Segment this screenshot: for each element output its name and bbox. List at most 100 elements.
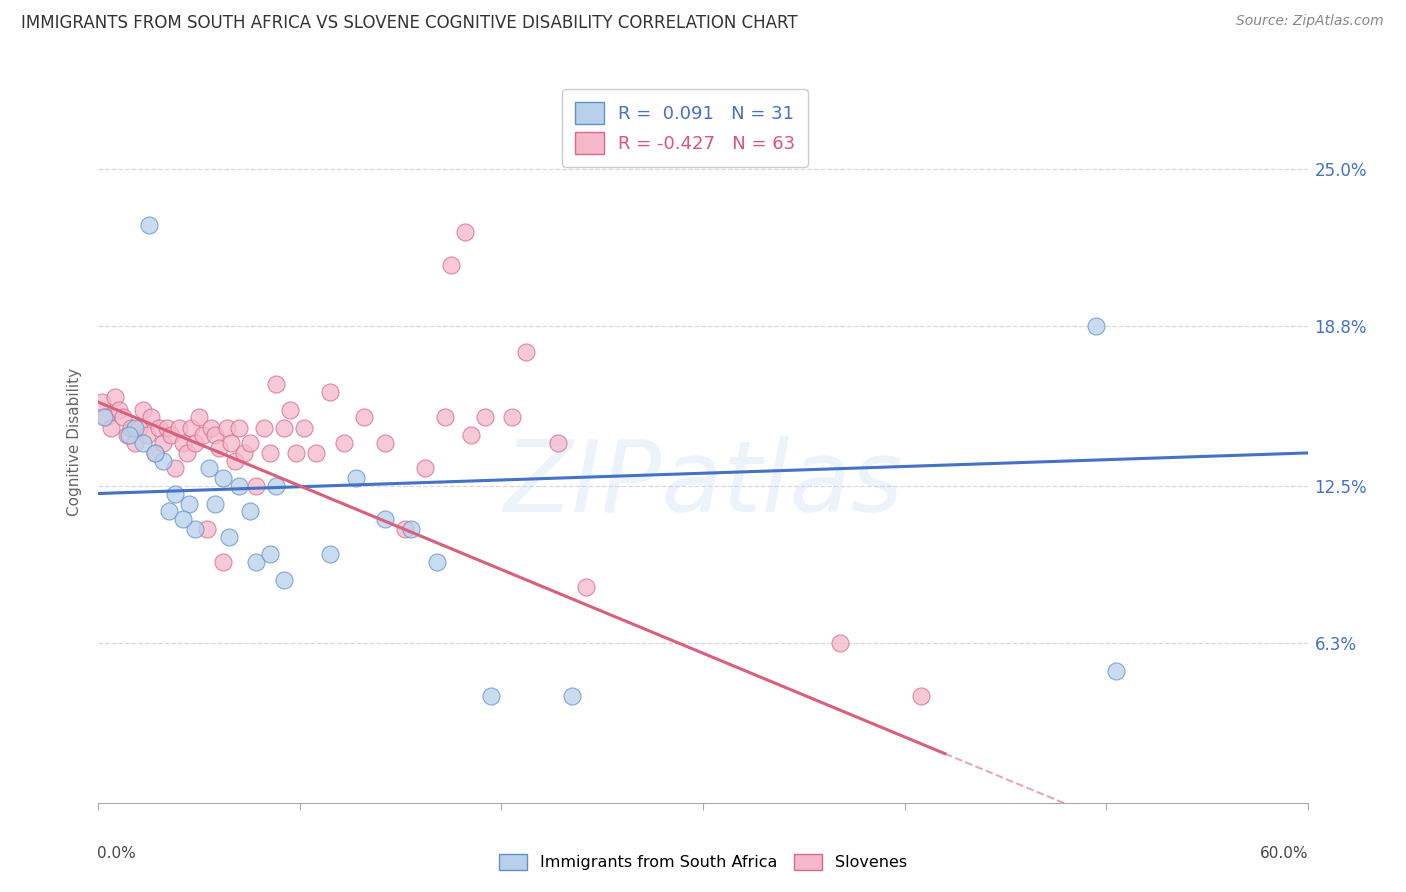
Text: IMMIGRANTS FROM SOUTH AFRICA VS SLOVENE COGNITIVE DISABILITY CORRELATION CHART: IMMIGRANTS FROM SOUTH AFRICA VS SLOVENE … [21,14,797,32]
Point [1105,664,1128,678]
Point [440,258,463,272]
Point [454,226,477,240]
Point [474,410,496,425]
Text: 0.0%: 0.0% [97,847,136,861]
Point [828,636,851,650]
Point [239,435,262,450]
Point [253,420,276,434]
Point [163,461,186,475]
Point [305,446,328,460]
Point [319,547,342,561]
Point [172,512,194,526]
Point [118,428,141,442]
Point [148,420,170,434]
Point [180,420,202,434]
Point [157,504,180,518]
Point [200,420,222,434]
Point [107,402,129,417]
Text: 60.0%: 60.0% [1260,847,1309,861]
Point [128,420,150,434]
Point [399,522,422,536]
Point [259,547,281,561]
Point [273,420,295,434]
Point [96,410,118,425]
Point [172,435,194,450]
Point [193,428,215,442]
Point [1085,319,1108,334]
Point [264,479,287,493]
Point [232,446,254,460]
Point [245,555,267,569]
Point [434,410,457,425]
Point [910,690,932,704]
Point [245,479,267,493]
Point [132,402,155,417]
Point [515,344,537,359]
Text: Source: ZipAtlas.com: Source: ZipAtlas.com [1236,14,1384,29]
Point [160,428,183,442]
Point [176,446,198,460]
Point [353,410,375,425]
Point [188,410,211,425]
Point [344,471,367,485]
Point [278,402,301,417]
Point [111,410,134,425]
Y-axis label: Cognitive Disability: Cognitive Disability [67,368,83,516]
Point [184,435,207,450]
Point [426,555,449,569]
Point [394,522,416,536]
Point [481,690,503,704]
Point [284,446,307,460]
Point [561,690,583,704]
Legend: Immigrants from South Africa, Slovenes: Immigrants from South Africa, Slovenes [492,847,914,877]
Text: ZIPatlas: ZIPatlas [503,436,903,533]
Point [217,420,239,434]
Point [132,435,155,450]
Point [163,486,186,500]
Point [228,420,250,434]
Point [547,435,569,450]
Point [91,395,114,409]
Point [156,420,179,434]
Point [143,446,166,460]
Point [179,497,201,511]
Point [120,420,142,434]
Point [124,435,146,450]
Point [93,410,115,425]
Point [333,435,356,450]
Point [184,522,207,536]
Point [264,377,287,392]
Point [208,441,231,455]
Point [124,420,146,434]
Legend: R =  0.091   N = 31, R = -0.427   N = 63: R = 0.091 N = 31, R = -0.427 N = 63 [562,89,807,167]
Point [139,410,162,425]
Point [212,471,235,485]
Point [413,461,436,475]
Point [273,573,295,587]
Point [204,497,226,511]
Point [374,435,396,450]
Point [204,428,226,442]
Point [224,453,246,467]
Point [292,420,315,434]
Point [228,479,250,493]
Point [212,555,235,569]
Point [103,390,125,404]
Point [460,428,482,442]
Point [319,385,342,400]
Point [152,435,174,450]
Point [115,428,138,442]
Point [195,522,218,536]
Point [138,218,160,232]
Point [167,420,190,434]
Point [198,461,221,475]
Point [259,446,281,460]
Point [374,512,396,526]
Point [575,580,598,594]
Point [239,504,262,518]
Point [100,420,122,434]
Point [152,453,174,467]
Point [143,446,166,460]
Point [218,530,240,544]
Point [221,435,243,450]
